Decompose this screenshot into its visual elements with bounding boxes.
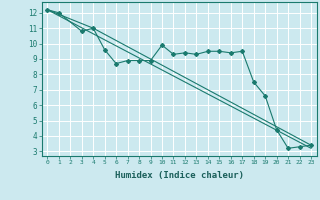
X-axis label: Humidex (Indice chaleur): Humidex (Indice chaleur)	[115, 171, 244, 180]
